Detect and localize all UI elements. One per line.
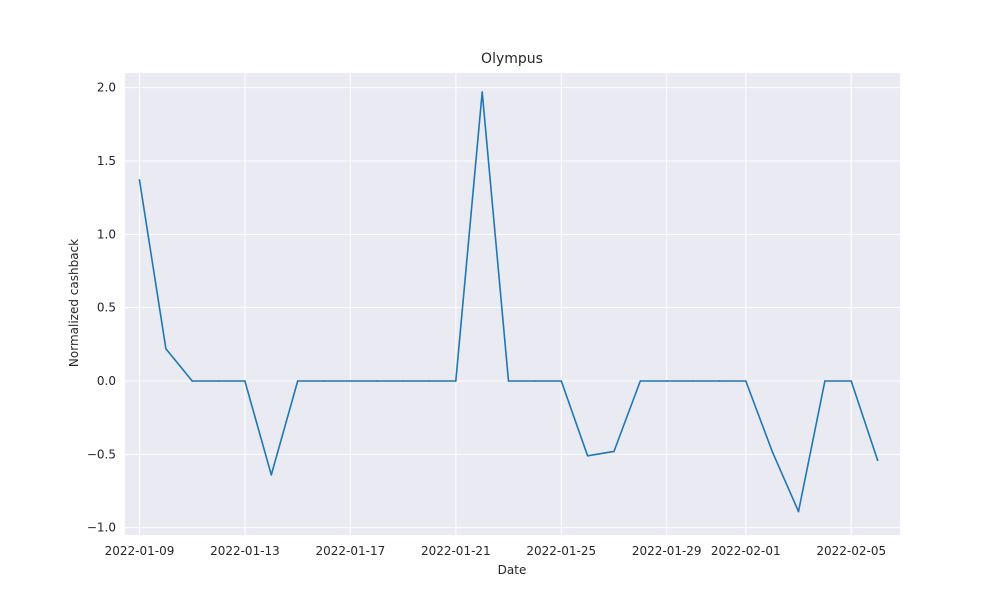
data-point	[165, 347, 167, 350]
x-tick-label: 2022-02-01	[711, 544, 781, 558]
data-point	[428, 380, 431, 382]
data-point	[586, 455, 589, 457]
series-layer	[138, 91, 879, 513]
y-tick-label: −0.5	[87, 447, 116, 461]
data-point	[534, 380, 536, 382]
x-tick-label: 2022-01-25	[526, 544, 596, 558]
data-point	[824, 380, 826, 382]
data-point	[876, 459, 879, 462]
y-tick-label: 0.5	[97, 301, 116, 315]
data-point	[665, 380, 668, 382]
plot-area	[125, 73, 900, 535]
x-tick-label: 2022-01-17	[316, 544, 386, 558]
grid-lines	[125, 73, 900, 535]
data-point	[639, 380, 642, 382]
x-tick-label: 2022-02-05	[816, 544, 886, 558]
y-tick-label: 2.0	[97, 81, 116, 95]
y-axis-ticks: −1.0 −0.5 0.0 0.5 1.0 1.5 2.0	[87, 81, 116, 535]
y-axis-title: Normalized cashback	[67, 239, 81, 367]
data-point	[323, 380, 325, 382]
data-point	[850, 380, 853, 382]
data-point	[481, 91, 483, 93]
data-point	[613, 450, 615, 453]
x-tick-label: 2022-01-21	[421, 544, 491, 558]
y-tick-label: −1.0	[87, 521, 116, 535]
data-point	[375, 380, 378, 382]
data-point	[191, 380, 194, 382]
data-point	[138, 179, 141, 181]
x-axis-title: Date	[498, 563, 527, 577]
data-point	[217, 380, 220, 382]
y-tick-label: 1.0	[97, 227, 116, 241]
data-point	[455, 380, 457, 382]
data-point	[349, 380, 352, 382]
x-axis-ticks: 2022-01-09 2022-01-13 2022-01-17 2022-01-21…	[105, 544, 886, 558]
data-point	[744, 380, 747, 382]
data-point	[692, 380, 694, 382]
data-point	[507, 380, 510, 382]
data-point	[402, 380, 404, 382]
data-point	[771, 450, 773, 453]
data-point	[718, 380, 721, 382]
data-point	[270, 474, 273, 476]
data-point	[560, 380, 563, 382]
x-tick-label: 2022-01-13	[210, 544, 280, 558]
data-point	[797, 510, 800, 513]
x-tick-label: 2022-01-29	[632, 544, 702, 558]
data-point	[244, 380, 246, 382]
y-tick-label: 1.5	[97, 154, 116, 168]
y-tick-label: 0.0	[97, 374, 116, 388]
data-point	[296, 380, 299, 382]
chart-title: Olympus	[481, 51, 543, 67]
x-tick-label: 2022-01-09	[105, 544, 175, 558]
